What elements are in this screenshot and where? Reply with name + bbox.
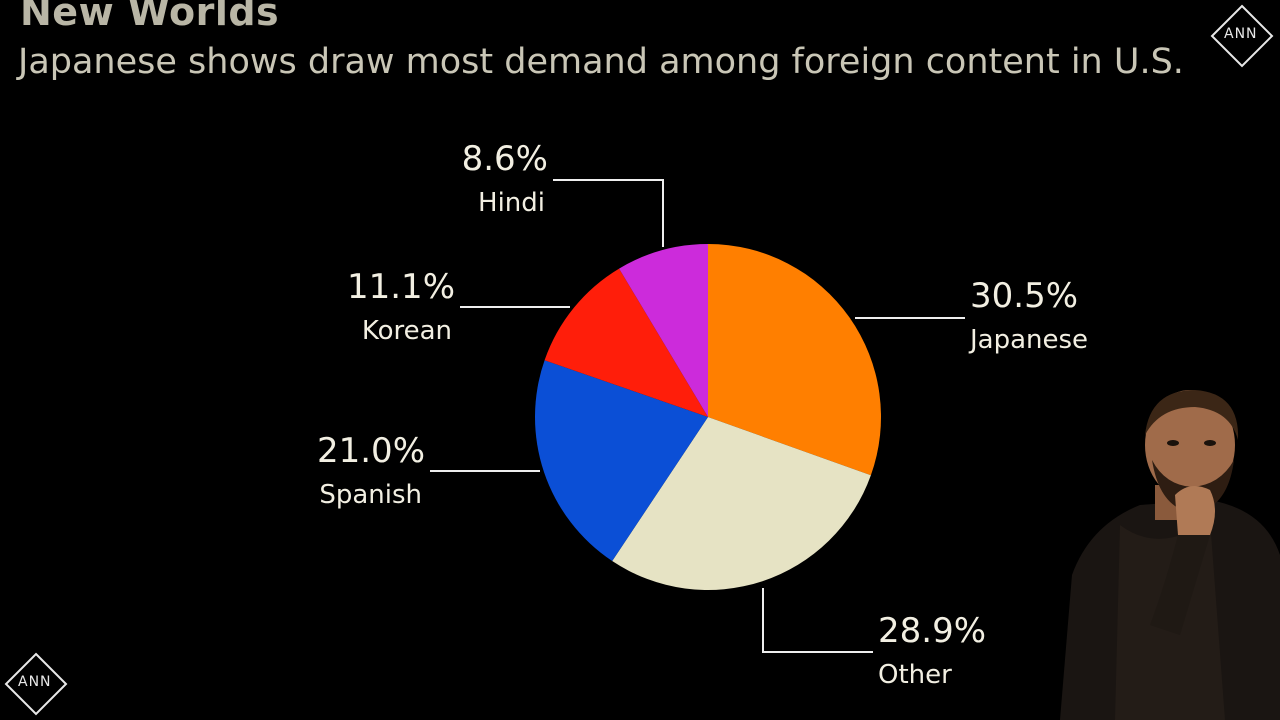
pie-slice-korean <box>544 268 708 417</box>
pie-slice-japanese <box>708 244 881 476</box>
ann-logo-icon <box>4 652 68 716</box>
presenter-webcam-icon <box>1060 390 1280 720</box>
ann-logo-text: ANN <box>18 674 52 690</box>
data-label-other-value: 28.9% <box>878 611 986 651</box>
pie-slice-hindi <box>619 244 708 417</box>
leader-line-other <box>762 588 873 653</box>
data-label-korean-value: 11.1% <box>347 267 455 307</box>
data-label-hindi-value: 8.6% <box>462 139 548 179</box>
chart-subtitle: Japanese shows draw most demand among fo… <box>18 42 1184 82</box>
ann-logo-text: ANN <box>1224 26 1258 42</box>
data-label-spanish-value: 21.0% <box>317 431 425 471</box>
pie-slice-spanish <box>534 360 708 562</box>
data-label-spanish-name: Spanish <box>319 480 422 510</box>
data-label-japanese-name: Japanese <box>968 325 1088 355</box>
data-label-other-name: Other <box>878 660 952 690</box>
chart-title: New Worlds <box>20 0 280 34</box>
data-label-japanese-value: 30.5% <box>970 276 1078 316</box>
pie-slice-other <box>612 417 871 590</box>
ann-logo-icon <box>1210 4 1274 68</box>
data-label-hindi-name: Hindi <box>478 188 545 218</box>
data-label-korean-name: Korean <box>362 316 452 346</box>
leader-line-hindi <box>553 179 664 247</box>
